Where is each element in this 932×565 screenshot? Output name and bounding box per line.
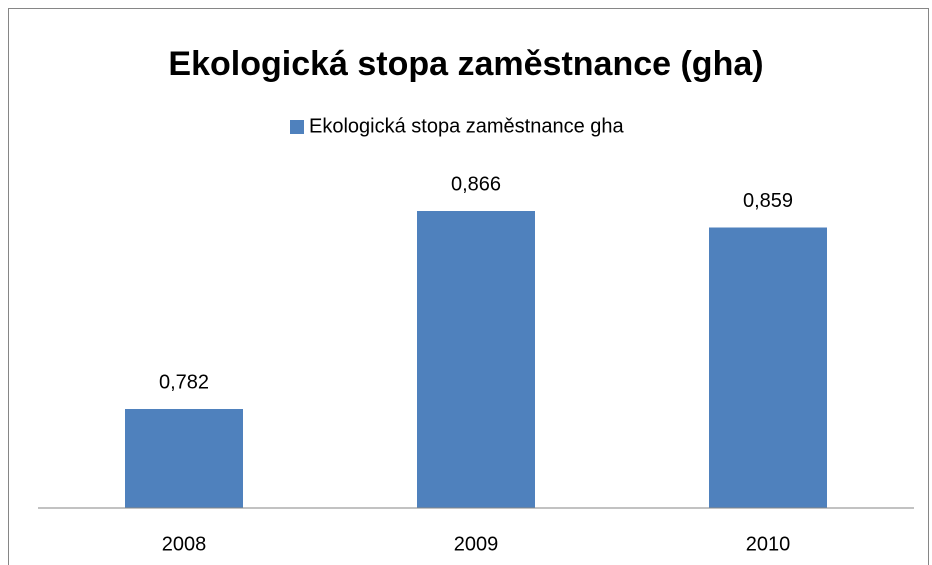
legend-label: Ekologická stopa zaměstnance gha — [309, 115, 625, 137]
bar — [709, 227, 827, 508]
data-label: 0,866 — [451, 173, 501, 195]
x-tick-label: 2008 — [162, 533, 207, 555]
bar — [125, 409, 243, 508]
data-label: 0,859 — [743, 190, 793, 212]
bar — [417, 211, 535, 508]
chart-title: Ekologická stopa zaměstnance (gha) — [168, 45, 763, 83]
x-tick-label: 2009 — [454, 533, 499, 555]
data-label: 0,782 — [159, 371, 209, 393]
x-tick-label: 2010 — [746, 533, 791, 555]
legend-swatch — [290, 120, 304, 134]
